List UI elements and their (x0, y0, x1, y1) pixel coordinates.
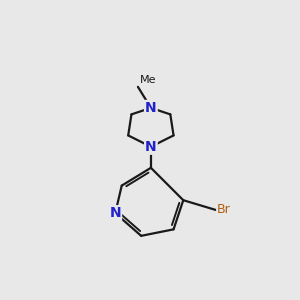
Text: N: N (145, 140, 157, 154)
Text: Br: Br (217, 203, 231, 216)
Text: N: N (145, 101, 157, 115)
Text: Me: Me (140, 75, 156, 85)
Text: N: N (110, 206, 121, 220)
